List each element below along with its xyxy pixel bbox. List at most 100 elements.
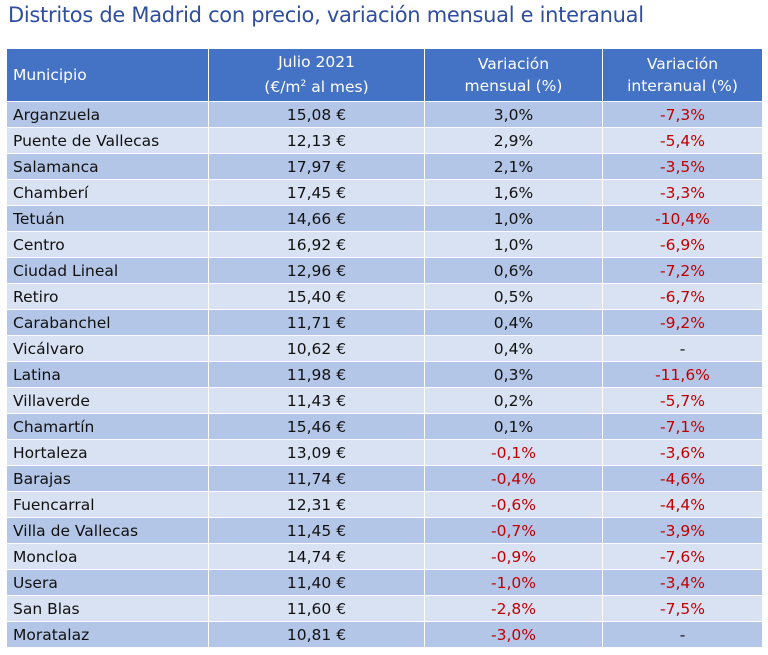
cell-variacion-mensual: -0,4% [424, 465, 603, 492]
table-row: Moratalaz 10,81 € -3,0% - [6, 621, 763, 648]
cell-variacion-mensual: 3,0% [424, 101, 603, 128]
header-price-line1: Julio 2021 [278, 53, 355, 72]
cell-precio: 11,45 € [208, 517, 425, 544]
cell-variacion-mensual: 1,0% [424, 231, 603, 258]
table-row: Puente de Vallecas 12,13 €2,9% -5,4% [6, 127, 763, 154]
table-row: Salamanca 17,97 €2,1% -3,5% [6, 153, 763, 180]
cell-municipio: Vicálvaro [6, 335, 209, 362]
cell-variacion-mensual: -0,6% [424, 491, 603, 518]
cell-precio: 11,71 € [208, 309, 425, 336]
header-price-line2: (€/m2 al mes) [215, 73, 418, 98]
header-municipio: Municipio [6, 48, 209, 102]
table-row: Ciudad Lineal 12,96 €0,6% -7,2% [6, 257, 763, 284]
cell-variacion-mensual: -3,0% [424, 621, 603, 648]
cell-variacion-mensual: -0,9% [424, 543, 603, 570]
cell-municipio: Chamberí [6, 179, 209, 206]
table-row: Chamartín 15,46 €0,1% -7,1% [6, 413, 763, 440]
cell-variacion-interanual: -7,3% [602, 101, 763, 128]
table-row: Fuencarral 12,31 € -0,6% -4,4% [6, 491, 763, 518]
cell-variacion-mensual: 0,2% [424, 387, 603, 414]
cell-variacion-mensual: 1,0% [424, 205, 603, 232]
cell-variacion-interanual: -3,5% [602, 153, 763, 180]
table-header-row: Municipio Julio 2021 (€/m2 al mes) Varia… [6, 48, 763, 102]
cell-municipio: Salamanca [6, 153, 209, 180]
cell-variacion-interanual: -7,5% [602, 595, 763, 622]
cell-municipio: Villa de Vallecas [6, 517, 209, 544]
cell-variacion-interanual: -9,2% [602, 309, 763, 336]
cell-municipio: Centro [6, 231, 209, 258]
cell-precio: 17,97 € [208, 153, 425, 180]
cell-variacion-mensual: 0,6% [424, 257, 603, 284]
cell-variacion-mensual: 0,5% [424, 283, 603, 310]
cell-variacion-interanual: -3,3% [602, 179, 763, 206]
table-row: Centro 16,92 €1,0% -6,9% [6, 231, 763, 258]
cell-precio: 15,46 € [208, 413, 425, 440]
header-monthly: Variación mensual (%) [424, 48, 603, 102]
cell-municipio: Fuencarral [6, 491, 209, 518]
table-row: Carabanchel 11,71 €0,4% -9,2% [6, 309, 763, 336]
table-row: Moncloa 14,74 € -0,9% -7,6% [6, 543, 763, 570]
cell-variacion-mensual: 0,1% [424, 413, 603, 440]
cell-variacion-interanual: - [602, 621, 763, 648]
header-yearly: Variación interanual (%) [602, 48, 763, 102]
table-row: San Blas 11,60 € -2,8% -7,5% [6, 595, 763, 622]
header-price: Julio 2021 (€/m2 al mes) [208, 48, 425, 102]
header-monthly-line2: mensual (%) [464, 77, 563, 95]
header-yearly-line2: interanual (%) [627, 77, 738, 95]
cell-municipio: Hortaleza [6, 439, 209, 466]
cell-variacion-interanual: -3,9% [602, 517, 763, 544]
cell-municipio: Villaverde [6, 387, 209, 414]
cell-precio: 11,98 € [208, 361, 425, 388]
table-row: Chamberí 17,45 €1,6% -3,3% [6, 179, 763, 206]
cell-variacion-interanual: -4,4% [602, 491, 763, 518]
table-row: Vicálvaro 10,62 €0,4% - [6, 335, 763, 362]
cell-variacion-mensual: 0,4% [424, 335, 603, 362]
cell-precio: 11,74 € [208, 465, 425, 492]
table-row: Villa de Vallecas 11,45 € -0,7% -3,9% [6, 517, 763, 544]
cell-precio: 10,62 € [208, 335, 425, 362]
header-price-unit: (€/m [264, 78, 301, 97]
cell-variacion-interanual: -7,1% [602, 413, 763, 440]
table-row: Tetuán 14,66 €1,0% -10,4% [6, 205, 763, 232]
cell-precio: 12,96 € [208, 257, 425, 284]
cell-municipio: Arganzuela [6, 101, 209, 128]
cell-municipio: Carabanchel [6, 309, 209, 336]
districts-table: Municipio Julio 2021 (€/m2 al mes) Varia… [6, 48, 763, 648]
cell-municipio: Moratalaz [6, 621, 209, 648]
cell-variacion-mensual: 0,3% [424, 361, 603, 388]
cell-municipio: Tetuán [6, 205, 209, 232]
cell-municipio: Ciudad Lineal [6, 257, 209, 284]
cell-variacion-interanual: -3,6% [602, 439, 763, 466]
cell-variacion-interanual: -7,6% [602, 543, 763, 570]
header-monthly-line1: Variación [477, 55, 550, 73]
header-price-period: al mes) [306, 78, 369, 97]
header-municipio-label: Municipio [13, 66, 87, 84]
cell-variacion-mensual: 0,4% [424, 309, 603, 336]
header-yearly-line1: Variación [646, 55, 719, 73]
cell-variacion-interanual: -3,4% [602, 569, 763, 596]
cell-variacion-interanual: -7,2% [602, 257, 763, 284]
cell-variacion-mensual: -0,7% [424, 517, 603, 544]
cell-precio: 15,40 € [208, 283, 425, 310]
cell-variacion-mensual: -1,0% [424, 569, 603, 596]
cell-precio: 17,45 € [208, 179, 425, 206]
cell-precio: 12,31 € [208, 491, 425, 518]
cell-variacion-mensual: 2,1% [424, 153, 603, 180]
cell-variacion-interanual: -10,4% [602, 205, 763, 232]
cell-municipio: Barajas [6, 465, 209, 492]
cell-variacion-interanual: -6,7% [602, 283, 763, 310]
cell-municipio: Latina [6, 361, 209, 388]
header-price-sup: 2 [300, 79, 307, 90]
table-row: Latina 11,98 €0,3% -11,6% [6, 361, 763, 388]
cell-precio: 11,43 € [208, 387, 425, 414]
cell-municipio: Moncloa [6, 543, 209, 570]
table-row: Usera 11,40 € -1,0% -3,4% [6, 569, 763, 596]
table-row: Arganzuela 15,08 €3,0% -7,3% [6, 101, 763, 128]
cell-variacion-interanual: -6,9% [602, 231, 763, 258]
cell-precio: 14,74 € [208, 543, 425, 570]
cell-variacion-interanual: -11,6% [602, 361, 763, 388]
cell-variacion-mensual: -0,1% [424, 439, 603, 466]
cell-variacion-mensual: 2,9% [424, 127, 603, 154]
cell-municipio: Usera [6, 569, 209, 596]
table-row: Barajas 11,74 € -0,4% -4,6% [6, 465, 763, 492]
